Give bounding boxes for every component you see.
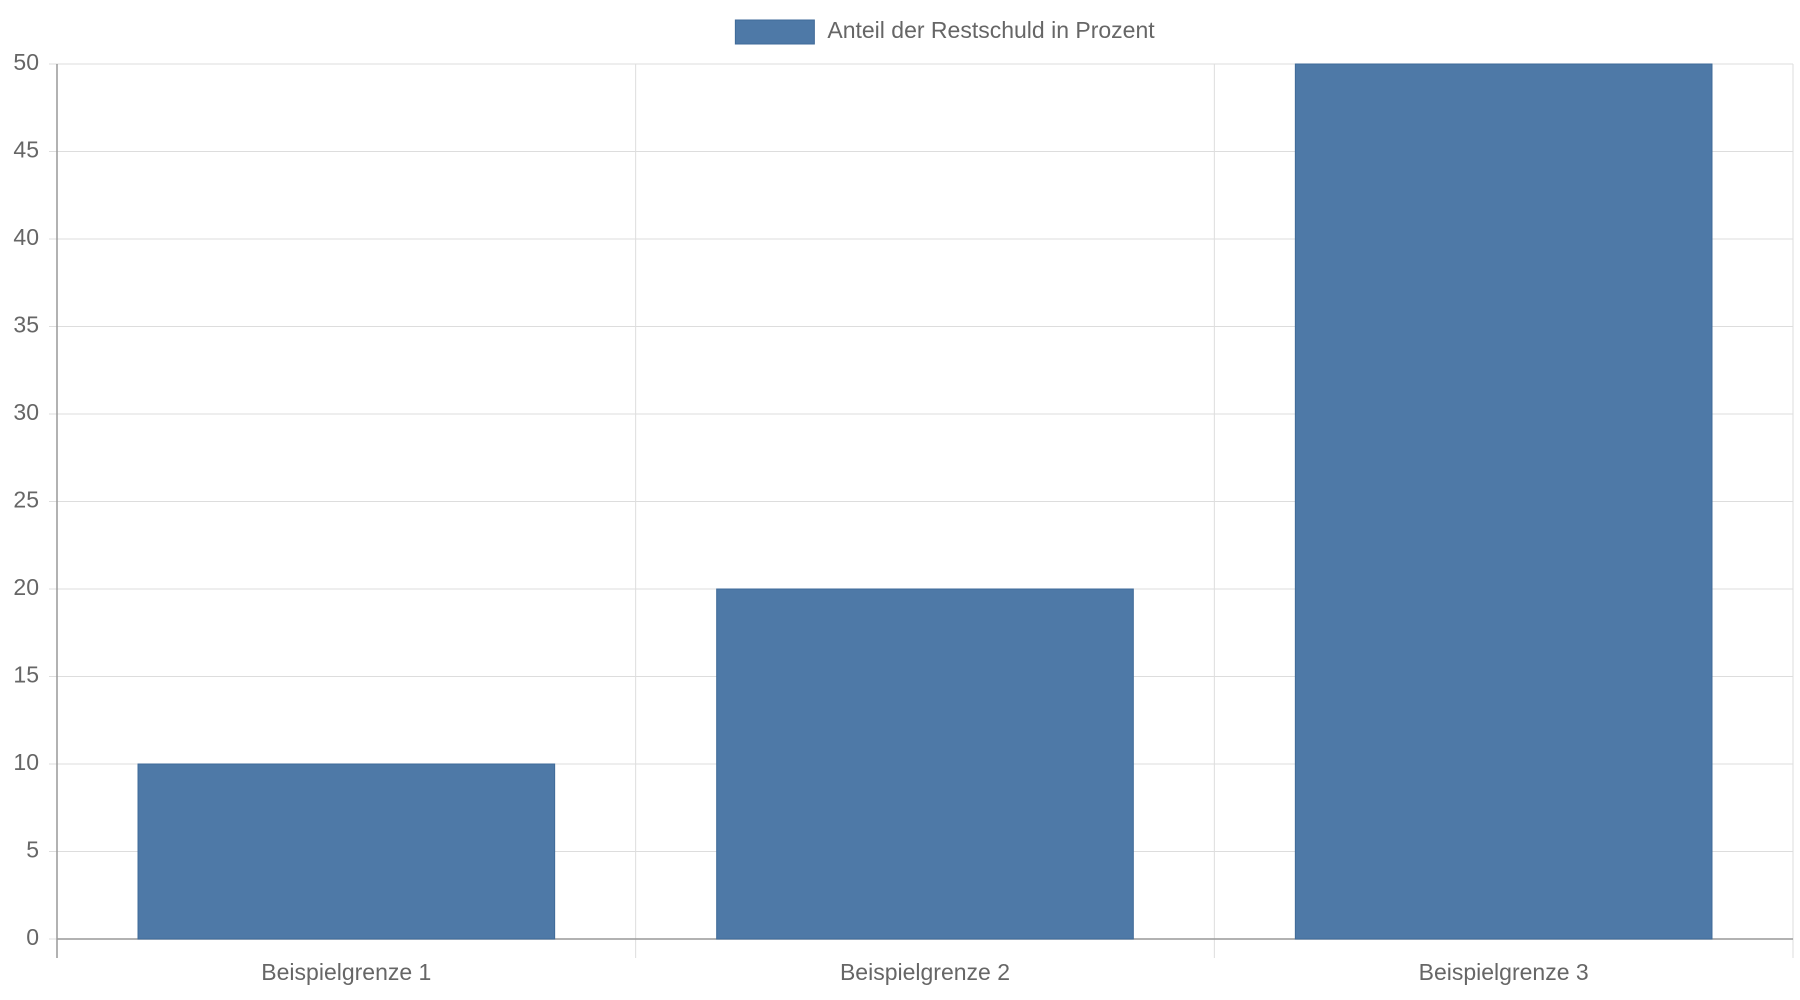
y-tick-label: 10 xyxy=(13,749,39,775)
y-tick-label: 45 xyxy=(13,137,39,163)
x-tick-label: Beispielgrenze 2 xyxy=(840,959,1010,985)
x-tick-label: Beispielgrenze 1 xyxy=(261,959,431,985)
legend-swatch xyxy=(734,19,815,45)
y-tick-label: 15 xyxy=(13,662,39,688)
y-tick-label: 30 xyxy=(13,399,39,425)
y-tick-label: 50 xyxy=(13,49,39,75)
y-tick-label: 25 xyxy=(13,487,39,513)
y-tick-label: 5 xyxy=(26,837,39,863)
legend-label: Anteil der Restschuld in Prozent xyxy=(827,17,1155,43)
bar xyxy=(1294,63,1713,940)
y-tick-label: 0 xyxy=(26,924,39,950)
y-tick-label: 20 xyxy=(13,574,39,600)
y-tick-label: 35 xyxy=(13,312,39,338)
bar xyxy=(137,763,556,940)
bar xyxy=(716,588,1134,940)
x-tick-label: Beispielgrenze 3 xyxy=(1419,959,1589,985)
y-tick-label: 40 xyxy=(13,224,39,250)
